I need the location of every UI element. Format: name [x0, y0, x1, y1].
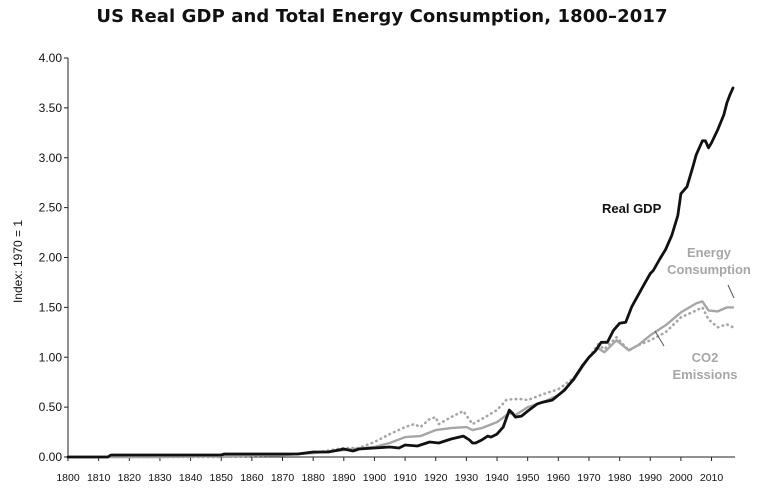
x-tick-label: 1960	[547, 472, 571, 484]
x-tick-label: 1800	[56, 472, 80, 484]
x-tick-label: 1980	[608, 472, 632, 484]
y-tick-label: 0.00	[39, 450, 63, 464]
x-tick-label: 1830	[148, 472, 172, 484]
series-lines	[66, 86, 735, 459]
y-tick-label: 3.00	[39, 151, 63, 165]
y-tick-label: 3.50	[39, 101, 63, 115]
x-tick-label: 1910	[393, 472, 417, 484]
x-tick-label: 1880	[301, 472, 325, 484]
co2-label-leader	[654, 330, 665, 347]
y-tick-label: 1.00	[39, 350, 63, 364]
series-label-co2-emissions: CO2	[692, 350, 719, 365]
x-tick-label: 1920	[424, 472, 448, 484]
y-tick-label: 4.00	[39, 51, 63, 65]
series-line-energy-consumption	[66, 300, 735, 459]
x-tick-label: 1930	[455, 472, 479, 484]
x-tick-label: 2000	[669, 472, 693, 484]
series-label-energy-consumption: Consumption	[667, 262, 751, 277]
y-tick-label: 0.50	[39, 400, 63, 414]
series-line-co2-emissions	[66, 306, 735, 459]
x-tick-label: 1900	[363, 472, 387, 484]
y-tick-label: 2.00	[39, 251, 63, 265]
x-tick-label: 1860	[240, 472, 264, 484]
x-tick-label: 1840	[179, 472, 203, 484]
x-tick-label: 1990	[639, 472, 663, 484]
axes: 0.00 0.50 1.00 1.50 2.00 2.50 3.00 3.50 4.00 1800…	[39, 51, 735, 484]
x-tick-label: 1970	[577, 472, 601, 484]
series-label-energy-consumption: Energy	[687, 245, 732, 260]
x-tick-label: 1870	[271, 472, 295, 484]
x-tick-label: 1850	[210, 472, 234, 484]
energy-label-leader	[727, 284, 735, 299]
series-label-real-gdp: Real GDP	[602, 201, 662, 216]
y-tick-label: 2.50	[39, 201, 63, 215]
y-tick-label: 1.50	[39, 300, 63, 314]
chart-title: US Real GDP and Total Energy Consumption…	[96, 6, 668, 27]
series-labels: Real GDP Energy Consumption CO2 Emissions	[602, 201, 751, 382]
x-tick-label: 1820	[118, 472, 142, 484]
x-tick-label: 1890	[332, 472, 356, 484]
series-label-co2-emissions: Emissions	[672, 367, 737, 382]
x-tick-label: 1940	[485, 472, 509, 484]
y-axis-title: Index: 1970 = 1	[11, 220, 25, 303]
series-line-real-gdp	[66, 86, 735, 459]
x-tick-label: 1810	[87, 472, 111, 484]
x-tick-label: 2010	[700, 472, 724, 484]
x-tick-label: 1950	[516, 472, 540, 484]
